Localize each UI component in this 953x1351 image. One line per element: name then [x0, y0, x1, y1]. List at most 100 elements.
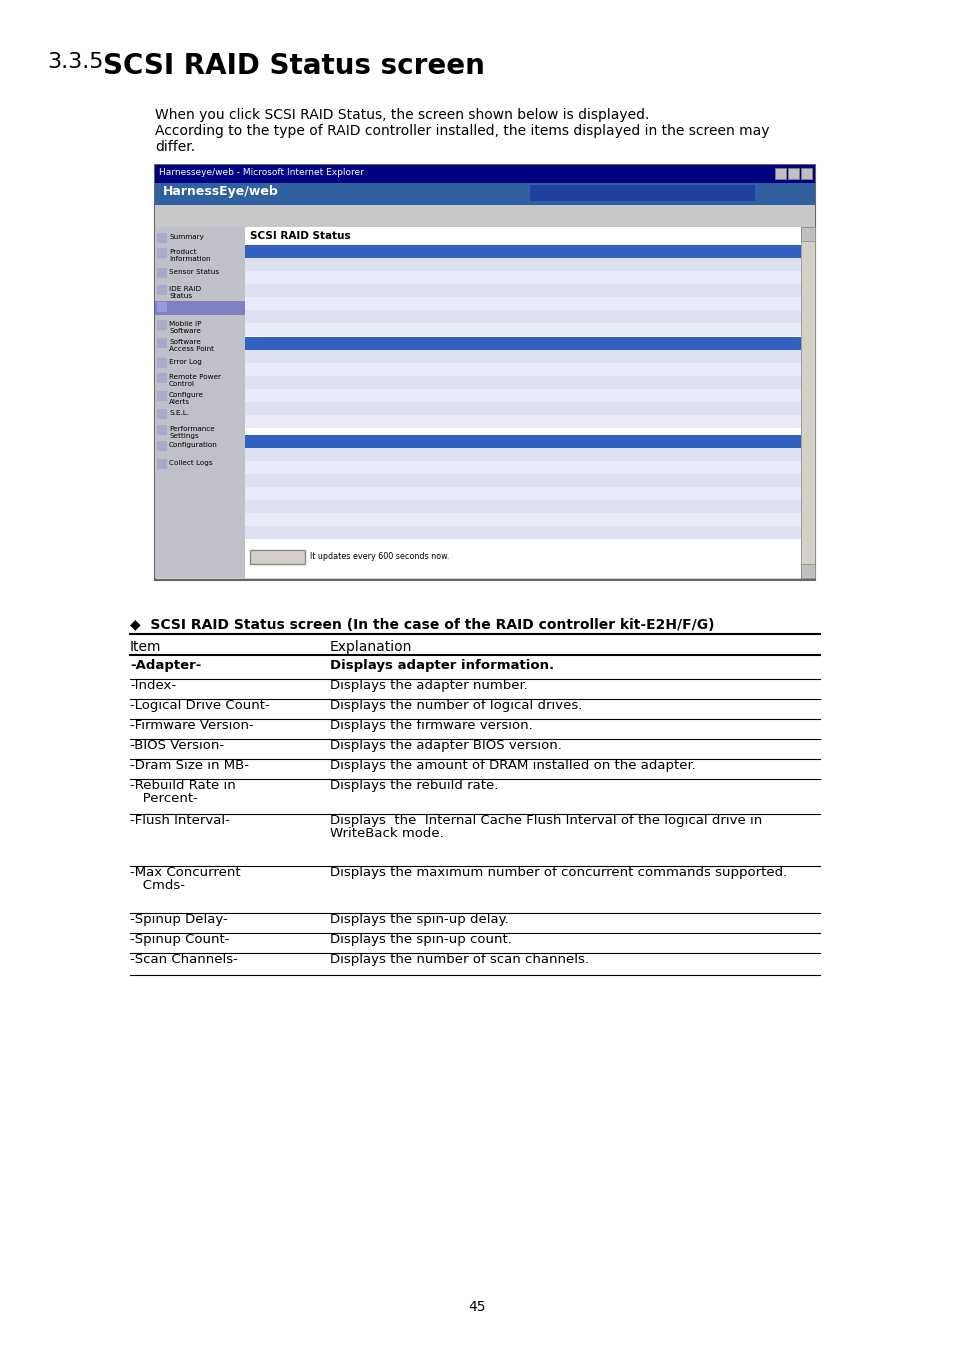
Text: Sensor Status: Sensor Status — [169, 269, 219, 276]
FancyBboxPatch shape — [157, 303, 167, 312]
FancyBboxPatch shape — [157, 320, 167, 330]
Text: Refresh: Refresh — [259, 553, 294, 561]
Text: -Index-: -Index- — [130, 680, 176, 692]
Text: Displays the maximum number of concurrent commands supported.: Displays the maximum number of concurren… — [330, 866, 786, 880]
Text: Configure
Alerts: Configure Alerts — [169, 392, 204, 405]
Text: Que Depth  32: Que Depth 32 — [527, 463, 586, 471]
Text: Array Position  A1-1: Array Position A1-1 — [250, 489, 329, 499]
Text: RAID Level  raid0: RAID Level raid0 — [250, 390, 318, 400]
Text: Index  1: Index 1 — [250, 353, 282, 361]
FancyBboxPatch shape — [250, 550, 305, 563]
FancyBboxPatch shape — [245, 245, 801, 258]
Text: Error Log: Error Log — [169, 359, 202, 365]
Text: Number Of Stripes  1: Number Of Stripes 1 — [527, 390, 612, 400]
Text: Channel  1: Channel 1 — [250, 450, 293, 459]
Text: Other Errors  0: Other Errors 0 — [527, 528, 587, 536]
Text: Displays the firmware version.: Displays the firmware version. — [330, 719, 532, 732]
FancyBboxPatch shape — [157, 267, 167, 278]
Text: -Firmware Version-: -Firmware Version- — [130, 719, 253, 732]
Text: Read Policy  adaptive: Read Policy adaptive — [250, 417, 336, 426]
Text: Physical: Physical — [498, 436, 547, 446]
FancyBboxPatch shape — [157, 338, 167, 349]
Text: -Rebuild Rate in: -Rebuild Rate in — [130, 780, 235, 792]
Text: Collect Logs: Collect Logs — [169, 459, 213, 466]
FancyBboxPatch shape — [245, 500, 801, 513]
FancyBboxPatch shape — [801, 563, 814, 578]
FancyBboxPatch shape — [245, 350, 801, 363]
Text: Index  1: Index 1 — [250, 259, 282, 269]
Text: Summary: Summary — [169, 234, 204, 240]
Text: Rebuild Progress  Not in Prog: Rebuild Progress Not in Prog — [527, 476, 643, 485]
Text: Displays the rebuild rate.: Displays the rebuild rate. — [330, 780, 497, 792]
Text: -Spinup Delay-: -Spinup Delay- — [130, 913, 228, 925]
Text: Size in MB  1.27500: Size in MB 1.27500 — [250, 378, 329, 386]
Text: SCSI RAID Status screen: SCSI RAID Status screen — [103, 51, 484, 80]
Text: Harnesseye/web - Microsoft Internet Explorer: Harnesseye/web - Microsoft Internet Expl… — [159, 168, 363, 177]
Text: Flush Interval  foursec: Flush Interval foursec — [527, 259, 617, 269]
FancyBboxPatch shape — [801, 227, 814, 240]
Text: BIOS Version  1.04: BIOS Version 1.04 — [250, 299, 323, 308]
Text: WriteBack mode.: WriteBack mode. — [330, 827, 443, 840]
FancyBboxPatch shape — [245, 513, 801, 526]
FancyBboxPatch shape — [245, 227, 801, 578]
Text: Displays the adapter number.: Displays the adapter number. — [330, 680, 527, 692]
FancyBboxPatch shape — [245, 297, 801, 309]
FancyBboxPatch shape — [245, 376, 801, 389]
FancyBboxPatch shape — [245, 272, 801, 284]
FancyBboxPatch shape — [154, 301, 245, 315]
Text: Displays the number of scan channels.: Displays the number of scan channels. — [330, 952, 588, 966]
Text: Displays adapter information.: Displays adapter information. — [330, 659, 554, 671]
FancyBboxPatch shape — [245, 389, 801, 403]
Text: Logical Drives  1: Logical Drives 1 — [250, 273, 316, 282]
Text: Status  offline: Status offline — [250, 365, 305, 374]
Text: Max Concurrent Cmds  254: Max Concurrent Cmds 254 — [527, 273, 637, 282]
Text: Scsi Level  0: Scsi Level 0 — [527, 450, 578, 459]
Text: Status  failed: Status failed — [250, 476, 303, 485]
FancyBboxPatch shape — [801, 168, 811, 178]
FancyBboxPatch shape — [245, 336, 801, 350]
FancyBboxPatch shape — [245, 435, 801, 449]
Text: Product
Information: Product Information — [169, 249, 211, 262]
Text: -Spinup Count-: -Spinup Count- — [130, 934, 230, 946]
Text: -Dram Size in MB-: -Dram Size in MB- — [130, 759, 249, 771]
FancyBboxPatch shape — [245, 474, 801, 486]
Text: ◆  SCSI RAID Status screen (In the case of the RAID controller kit-E2H/F/G): ◆ SCSI RAID Status screen (In the case o… — [130, 617, 714, 632]
Text: HarnessEye/web: HarnessEye/web — [163, 185, 278, 199]
Text: Displays the spin-up count.: Displays the spin-up count. — [330, 934, 512, 946]
Text: Displays the spin-up delay.: Displays the spin-up delay. — [330, 913, 508, 925]
Text: differ.: differ. — [154, 141, 195, 154]
Text: Adapter: Adapter — [498, 246, 546, 255]
Text: Cmds-: Cmds- — [130, 880, 185, 892]
Text: Index  0: Index 0 — [250, 463, 282, 471]
Text: It updates every 600 seconds now.: It updates every 600 seconds now. — [310, 553, 449, 561]
Text: Device Type  disk: Device Type disk — [250, 515, 319, 524]
FancyBboxPatch shape — [157, 390, 167, 401]
Text: Number Of Spans  1: Number Of Spans 1 — [527, 378, 608, 386]
Text: Cache Policy  cachedio: Cache Policy cachedio — [527, 365, 619, 374]
FancyBboxPatch shape — [245, 309, 801, 323]
Text: Remote Power
Control: Remote Power Control — [169, 374, 221, 386]
Text: Rebuild Rate In Percent  10: Rebuild Rate In Percent 10 — [250, 326, 358, 334]
FancyBboxPatch shape — [157, 358, 167, 367]
FancyBboxPatch shape — [774, 168, 785, 178]
Text: -Scan Channels-: -Scan Channels- — [130, 952, 237, 966]
FancyBboxPatch shape — [157, 409, 167, 419]
FancyBboxPatch shape — [245, 284, 801, 297]
FancyBboxPatch shape — [245, 363, 801, 376]
Text: Item: Item — [130, 640, 161, 654]
Text: Check Consistency or Initialize  Not in Prog: Check Consistency or Initialize Not in P… — [527, 404, 700, 413]
FancyBboxPatch shape — [245, 415, 801, 428]
FancyBboxPatch shape — [157, 459, 167, 469]
Text: When you click SCSI RAID Status, the screen shown below is displayed.: When you click SCSI RAID Status, the scr… — [154, 108, 649, 122]
Text: -Flush Interval-: -Flush Interval- — [130, 815, 230, 827]
Text: According to the type of RAID controller installed, the items displayed in the s: According to the type of RAID controller… — [154, 124, 769, 138]
Text: Configuration: Configuration — [169, 442, 217, 449]
Text: Explanation: Explanation — [330, 640, 412, 654]
FancyBboxPatch shape — [245, 403, 801, 415]
FancyBboxPatch shape — [157, 249, 167, 258]
Text: Spinup Count  8: Spinup Count 8 — [527, 299, 591, 308]
Text: Size MB  0: Size MB 0 — [250, 503, 292, 511]
FancyBboxPatch shape — [154, 227, 245, 578]
Text: Slot Status  0: Slot Status 0 — [527, 503, 581, 511]
Text: DRAM Size in MB  64: DRAM Size in MB 64 — [250, 312, 332, 322]
